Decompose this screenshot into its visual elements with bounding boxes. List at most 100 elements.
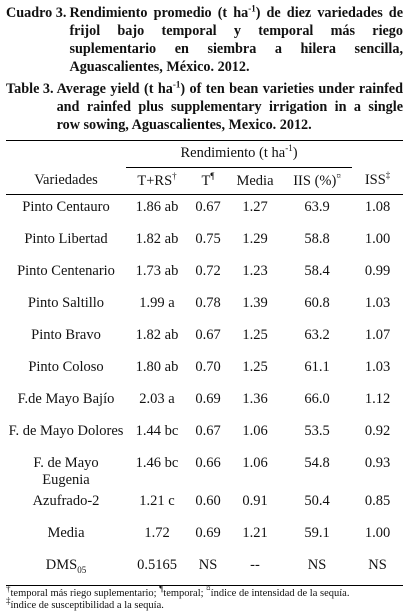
table-cell: 63.9 xyxy=(304,199,330,215)
table-cell: 2.03 a xyxy=(139,391,175,407)
text: ) xyxy=(292,145,298,161)
table-cell: 0.92 xyxy=(364,423,391,439)
table-cell: 1.82 ab xyxy=(135,327,179,343)
table-cell: NS xyxy=(352,553,404,586)
table-row: Azufrado-2 1.21 c 0.60 0.91 50.4 0.85 xyxy=(6,489,403,521)
table-cell: 1.00 xyxy=(364,525,391,541)
column-header: T¶ xyxy=(188,167,228,195)
text: temporal; xyxy=(163,588,207,599)
superscript: -1 xyxy=(172,79,181,90)
table-cell: 59.1 xyxy=(304,525,330,541)
column-header: Media xyxy=(228,167,282,195)
table-cell: Pinto Libertad xyxy=(24,231,108,247)
table-cell: 1.27 xyxy=(242,199,268,215)
table-row: Pinto Centauro 1.86 ab 0.67 1.27 63.9 1.08 xyxy=(6,195,403,228)
caption-text: Average yield (t ha-1) of ten bean varie… xyxy=(57,80,403,134)
superscript: -1 xyxy=(248,3,256,14)
caption-label: Cuadro 3. xyxy=(6,5,67,21)
table-cell: 61.1 xyxy=(304,359,330,375)
subscript: 05 xyxy=(77,564,87,575)
text: índice de susceptibilidad a la sequía. xyxy=(10,600,164,611)
table-cell: 1.46 bc xyxy=(135,455,179,471)
table-cell: 0.67 xyxy=(195,199,221,215)
table-cell: 0.91 xyxy=(242,493,268,509)
caption-es: Cuadro 3. Rendimiento promedio (t ha-1) … xyxy=(0,0,409,76)
text: Variedades xyxy=(34,172,98,189)
table-row: DMS05 0.5165 NS -- NS NS xyxy=(6,553,404,586)
text: T+RS xyxy=(137,172,173,189)
superscript: ¶ xyxy=(210,170,215,181)
table-cell: 0.85 xyxy=(364,493,391,509)
table-cell: 1.25 xyxy=(242,359,268,375)
table-cell: 0.93 xyxy=(364,455,391,471)
table-cell: DMS05 xyxy=(6,553,126,586)
table-cell: 0.99 xyxy=(364,263,391,279)
table-cell: Media xyxy=(47,525,85,541)
table-row: Pinto Saltillo 1.99 a 0.78 1.39 60.8 1.03 xyxy=(6,291,403,323)
table-cell: 54.8 xyxy=(304,455,330,471)
table-cell: 0.67 xyxy=(195,327,221,343)
table-row: F. de Mayo Dolores 1.44 bc 0.67 1.06 53.5 0.9… xyxy=(6,419,403,451)
table-cell: 60.8 xyxy=(304,295,330,311)
table-body: Pinto Centauro 1.86 ab 0.67 1.27 63.9 1.08 Pin… xyxy=(6,195,404,586)
table-cell: 1.99 a xyxy=(139,295,175,311)
table-cell: Pinto Centauro xyxy=(22,199,110,215)
table-cell: Pinto Coloso xyxy=(28,359,104,375)
table-row: Media 1.72 0.69 1.21 59.1 1.00 xyxy=(6,521,403,553)
table-cell: 58.4 xyxy=(304,263,330,279)
table-cell: 0.67 xyxy=(195,423,221,439)
table-cell: NS xyxy=(188,553,228,586)
text: ) de diez variedades de frijol bajo temp… xyxy=(69,5,403,75)
table-row: Pinto Libertad 1.82 ab 0.75 1.29 58.8 1.00 xyxy=(6,227,403,259)
table-cell: 1.06 xyxy=(242,423,268,439)
table-cell: 1.39 xyxy=(242,295,268,311)
table-cell: 0.69 xyxy=(195,391,221,407)
table-cell: -- xyxy=(228,553,282,586)
superscript: -1 xyxy=(285,143,293,154)
table-row: F. de Mayo Eugenia 1.46 bc 0.66 1.06 54.8 0.9… xyxy=(6,451,403,489)
text: índice de intensidad de la sequía. xyxy=(210,588,350,599)
table-cell: 1.72 xyxy=(144,525,170,541)
caption-label: Table 3. xyxy=(6,81,54,97)
table-cell: 1.82 ab xyxy=(135,231,179,247)
column-header: ISS‡ xyxy=(352,167,404,195)
table-cell: 1.06 xyxy=(242,455,268,471)
table-cell: 1.00 xyxy=(364,231,391,247)
table-cell: 0.70 xyxy=(195,359,221,375)
table-cell: 0.60 xyxy=(195,493,221,509)
table-cell: 53.5 xyxy=(304,423,330,439)
table-cell: 1.29 xyxy=(242,231,268,247)
table-cell: 1.07 xyxy=(364,327,391,343)
table-cell: 63.2 xyxy=(304,327,330,343)
superscript: ¤ xyxy=(336,170,341,181)
table-cell: NS xyxy=(282,553,353,586)
text: T xyxy=(201,172,211,189)
table-cell: 50.4 xyxy=(304,493,330,509)
table-cell: 0.69 xyxy=(195,525,221,541)
group-header-row: Rendimiento (t ha-1) xyxy=(6,140,404,168)
footnotes: †temporal más riego suplementario; ¶temp… xyxy=(0,584,409,612)
table-cell: 1.36 xyxy=(242,391,268,407)
table-cell: 0.5165 xyxy=(126,553,188,586)
table-cell: 0.72 xyxy=(195,263,221,279)
text: Average yield (t ha xyxy=(56,81,173,97)
table-row: F.de Mayo Bajío 2.03 a 0.69 1.36 66.0 1.12 xyxy=(6,387,403,419)
superscript: ‡ xyxy=(385,170,391,181)
table-cell: F.de Mayo Bajío xyxy=(17,391,115,407)
table-cell: 1.03 xyxy=(364,359,391,375)
table-cell: 1.73 ab xyxy=(135,263,179,279)
table-cell: 1.80 ab xyxy=(135,359,179,375)
table-cell: 1.25 xyxy=(242,327,268,343)
footnote: †temporal más riego suplementario; ¶temp… xyxy=(6,584,403,600)
table-cell: 66.0 xyxy=(304,391,330,407)
text: Media xyxy=(236,172,274,189)
table-cell: 1.21 c xyxy=(139,493,175,509)
table-cell: Pinto Saltillo xyxy=(27,295,105,311)
text: Rendimiento (t ha xyxy=(180,145,286,161)
group-header: Rendimiento (t ha-1) xyxy=(126,140,353,168)
text: Rendimiento promedio (t ha xyxy=(69,5,249,21)
footnote: ‡índice de susceptibilidad a la sequía. xyxy=(6,596,403,612)
table-cell: 1.08 xyxy=(364,199,391,215)
